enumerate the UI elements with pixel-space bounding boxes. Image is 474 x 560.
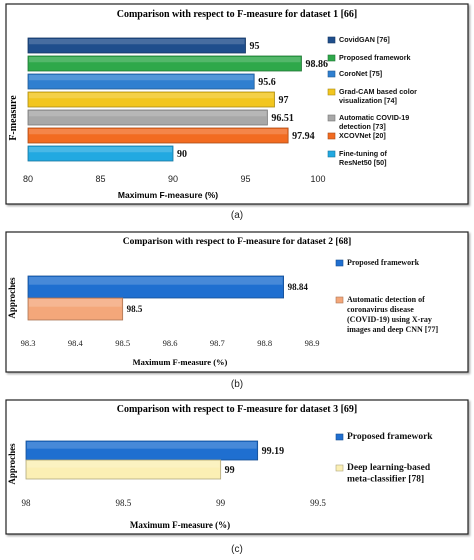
- bar-6: [27, 127, 289, 144]
- legend-swatch: [327, 36, 336, 44]
- chart-b-ylabel: Approches: [7, 277, 17, 319]
- legend-label: meta-classifier [78]: [347, 475, 424, 485]
- chart-a-ylabel: F-measure: [8, 95, 19, 141]
- legend-label: CoroNet [75]: [339, 69, 382, 78]
- x-tick-label: 98.5: [115, 498, 131, 508]
- data-label: 96.51: [271, 113, 294, 124]
- x-tick-label: 99.5: [310, 498, 326, 508]
- x-tick-label: 80: [23, 174, 33, 184]
- x-tick-label: 100: [310, 174, 325, 184]
- x-tick-label: 98.4: [68, 338, 84, 348]
- x-tick-label: 98.3: [21, 338, 36, 348]
- legend-label: images and deep CNN [77]: [347, 325, 438, 334]
- x-tick-label: 98.7: [210, 338, 225, 348]
- legend-swatch: [327, 88, 336, 96]
- legend-label: Grad-CAM based color: [339, 87, 417, 96]
- bar-5: [27, 109, 268, 126]
- chart-b-xlabel: Maximum F-measure (%): [133, 357, 228, 367]
- bar-highlight: [29, 93, 274, 99]
- legend-label: CovidGAN [76]: [339, 35, 390, 44]
- bar-1: [27, 37, 246, 54]
- legend-label: visualization [74]: [339, 96, 397, 105]
- x-tick-label: 85: [95, 174, 105, 184]
- legend-swatch: [335, 259, 344, 267]
- chart-panel-a: Comparison with respect to F-measure for…: [0, 0, 474, 208]
- bar-2: [25, 459, 222, 480]
- chart-c-ylabel: Approches: [7, 443, 17, 485]
- legend-swatch: [335, 433, 344, 441]
- data-label: 98.84: [288, 282, 309, 292]
- x-tick-label: 98.9: [305, 338, 320, 348]
- chart-b-svg: Comparison with respect to F-measure for…: [5, 231, 469, 373]
- data-label: 95.6: [258, 77, 276, 88]
- chart-c-title: Comparison with respect to F-measure for…: [117, 404, 358, 415]
- legend-label: detection [73]: [339, 122, 386, 131]
- chart-c-svg: Comparison with respect to F-measure for…: [5, 399, 469, 535]
- caption-b: (b): [230, 379, 244, 390]
- caption-a: (a): [230, 210, 244, 221]
- bar-1: [27, 275, 285, 299]
- bar-highlight: [29, 57, 301, 63]
- legend-label: Proposed framework: [347, 258, 420, 267]
- bar-highlight: [29, 129, 288, 135]
- data-label: 99.19: [262, 446, 285, 457]
- data-label: 95: [250, 41, 260, 52]
- x-tick-label: 98.6: [163, 338, 178, 348]
- chart-a-svg: Comparison with respect to F-measure for…: [5, 3, 469, 205]
- bar-highlight: [29, 277, 283, 285]
- legend-label: Proposed framework: [339, 53, 411, 62]
- bar-highlight: [29, 299, 122, 307]
- bar-highlight: [27, 442, 257, 449]
- data-label: 98.86: [305, 59, 328, 70]
- chart-b-title: Comparison with respect to F-measure for…: [123, 237, 352, 247]
- bar-highlight: [29, 39, 245, 45]
- data-label: 97.94: [292, 131, 315, 142]
- legend-swatch: [327, 114, 336, 122]
- bar-2: [27, 297, 124, 321]
- legend-swatch: [327, 70, 336, 78]
- x-tick-label: 98.8: [257, 338, 272, 348]
- bar-3: [27, 73, 255, 90]
- legend-swatch: [335, 464, 344, 472]
- chart-a-title: Comparison with respect to F-measure for…: [117, 9, 358, 20]
- legend-swatch: [327, 150, 336, 158]
- caption-c: (c): [231, 544, 243, 555]
- legend-label: coronavirus disease: [347, 305, 414, 314]
- bar-highlight: [29, 147, 172, 153]
- chart-panel-b: Comparison with respect to F-measure for…: [0, 228, 474, 376]
- legend-label: ResNet50 [50]: [339, 158, 387, 167]
- bar-4: [27, 91, 275, 108]
- data-label: 99: [225, 465, 235, 476]
- x-tick-label: 99: [216, 498, 226, 508]
- bar-2: [27, 55, 302, 72]
- data-label: 98.5: [127, 304, 143, 314]
- bar-highlight: [29, 111, 267, 117]
- bar-7: [27, 145, 174, 162]
- chart-a-xlabel: Maximum F-measure (%): [118, 190, 218, 200]
- x-tick-label: 95: [240, 174, 250, 184]
- x-tick-label: 98.5: [115, 338, 130, 348]
- data-label: 90: [177, 149, 187, 160]
- x-tick-label: 90: [168, 174, 178, 184]
- legend-swatch: [327, 132, 336, 140]
- legend-label: Deep learning-based: [347, 463, 431, 473]
- legend-label: Fine-tuning of: [339, 149, 388, 158]
- x-tick-label: 98: [22, 498, 32, 508]
- legend-label: XCOVNet [20]: [339, 131, 386, 140]
- legend-swatch: [327, 54, 336, 62]
- legend-label: (COVID-19) using X-ray: [347, 315, 432, 324]
- bar-highlight: [29, 75, 254, 81]
- data-label: 97: [279, 95, 289, 106]
- chart-panel-c: Comparison with respect to F-measure for…: [0, 396, 474, 538]
- legend-label: Automatic detection of: [347, 295, 425, 304]
- legend-label: Proposed framework: [347, 432, 433, 442]
- bar-highlight: [27, 461, 220, 468]
- legend-swatch: [335, 296, 344, 304]
- legend-label: Automatic COVID-19: [339, 113, 409, 122]
- chart-c-xlabel: Maximum F-measure (%): [130, 520, 230, 530]
